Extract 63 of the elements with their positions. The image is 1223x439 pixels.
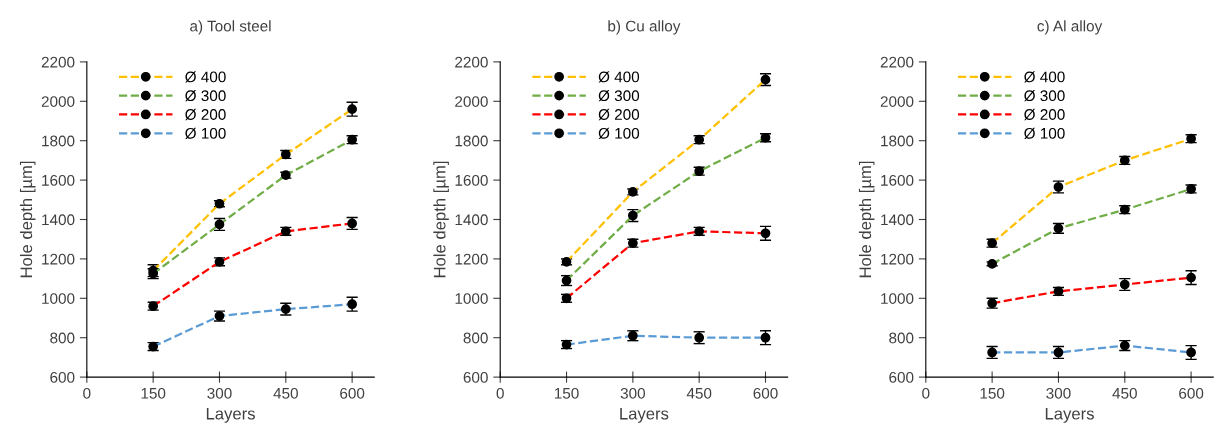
x-tick-label: 0	[496, 387, 504, 399]
x-axis-title: Layers	[620, 407, 669, 423]
chart-title: c) Al alloy	[1037, 20, 1103, 35]
x-tick-label: 150	[141, 387, 166, 399]
x-tick-label: 600	[340, 387, 365, 399]
x-axis-title: Layers	[206, 407, 255, 423]
y-tick-label: 1400	[881, 214, 914, 226]
y-tick-label: 600	[463, 371, 488, 383]
x-tick-label: 450	[1112, 387, 1137, 399]
legend-label: Ø 400	[1024, 71, 1065, 83]
x-tick-label: 300	[207, 387, 232, 399]
y-tick-label: 1000	[455, 293, 488, 304]
x-tick-label: 600	[753, 387, 778, 399]
y-tick-label: 2000	[455, 96, 488, 107]
legend-label: Ø 200	[1024, 108, 1065, 121]
y-tick-label: 1800	[455, 135, 488, 147]
y-tick-label: 800	[463, 332, 488, 344]
x-tick-label: 150	[980, 387, 1005, 399]
y-tick-label: 1200	[42, 253, 75, 265]
legend-label: Ø 300	[1024, 90, 1065, 102]
y-tick-label: 2200	[41, 56, 75, 68]
x-tick-label: 450	[273, 387, 298, 399]
y-tick-label: 2000	[41, 96, 75, 107]
y-tick-label: 1400	[455, 214, 488, 226]
y-tick-label: 2000	[880, 96, 914, 107]
y-axis-title: Hole depth [µm]	[858, 161, 875, 278]
legend-label: Ø 100	[1024, 127, 1065, 140]
y-tick-label: 1600	[881, 174, 914, 186]
legend-label: Ø 200	[598, 108, 640, 121]
y-tick-label: 600	[889, 371, 914, 383]
y-tick-label: 1800	[42, 135, 75, 147]
x-tick-label: 600	[1179, 387, 1204, 399]
y-tick-label: 1200	[455, 253, 488, 265]
x-tick-label: 0	[922, 387, 930, 399]
legend-label: Ø 100	[598, 127, 640, 140]
chart-title: a) Tool steel	[190, 20, 271, 35]
y-tick-label: 1200	[881, 253, 914, 265]
x-tick-label: 150	[554, 387, 579, 399]
legend-label: Ø 200	[185, 108, 226, 121]
y-tick-label: 600	[50, 371, 75, 383]
y-tick-label: 1400	[42, 214, 75, 226]
chart-title: b) Cu alloy	[608, 20, 681, 35]
x-axis-title: Layers	[1045, 407, 1094, 423]
y-tick-label: 800	[889, 332, 914, 344]
legend-label: Ø 300	[598, 90, 640, 102]
legend-label: Ø 300	[185, 90, 226, 102]
y-tick-label: 1600	[42, 174, 75, 186]
legend-label: Ø 100	[185, 127, 226, 140]
y-tick-label: 1600	[455, 174, 488, 186]
legend-label: Ø 400	[598, 71, 640, 83]
y-tick-label: 1800	[881, 135, 914, 147]
y-tick-label: 1000	[881, 293, 914, 304]
x-tick-label: 450	[686, 387, 712, 399]
x-tick-label: 0	[83, 387, 91, 399]
y-tick-label: 2200	[455, 56, 488, 68]
y-tick-label: 1000	[42, 293, 75, 304]
y-axis-title: Hole depth [µm]	[19, 161, 36, 278]
y-tick-label: 2200	[880, 56, 914, 68]
y-axis-title: Hole depth [µm]	[433, 161, 449, 278]
y-tick-label: 800	[50, 332, 75, 344]
x-tick-label: 300	[1046, 387, 1071, 399]
legend-label: Ø 400	[185, 71, 226, 83]
x-tick-label: 300	[620, 387, 645, 399]
